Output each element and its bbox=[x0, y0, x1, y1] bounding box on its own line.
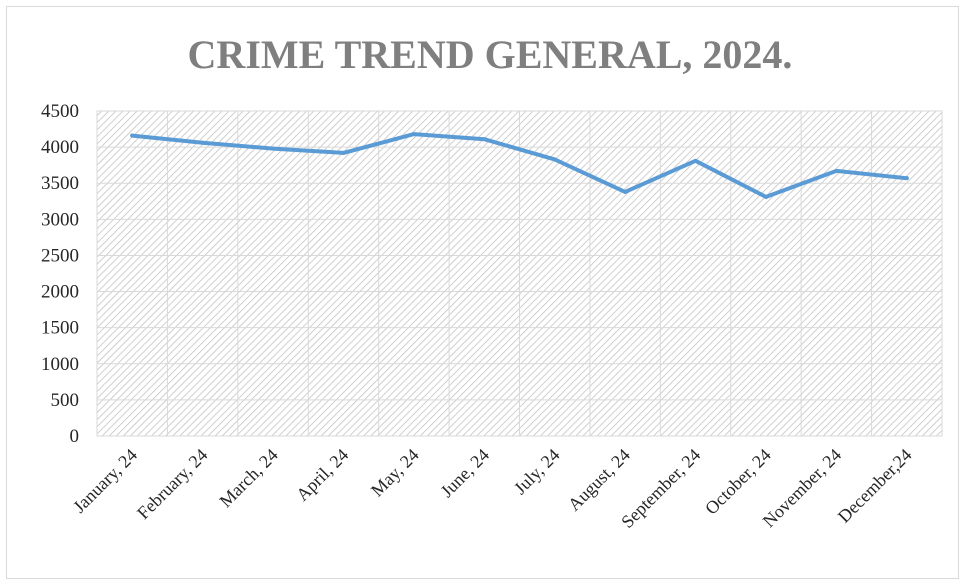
x-tick-label: March, 24 bbox=[215, 445, 281, 511]
x-tick-label: June, 24 bbox=[437, 445, 494, 502]
series-layer bbox=[130, 132, 909, 199]
x-tick-label: August, 24 bbox=[564, 445, 634, 515]
x-tick-label: February, 24 bbox=[133, 445, 211, 523]
data-point bbox=[763, 194, 768, 199]
y-tick-label: 4500 bbox=[41, 101, 79, 122]
data-point bbox=[623, 189, 628, 194]
data-point bbox=[411, 132, 416, 137]
y-tick-label: 0 bbox=[70, 426, 80, 447]
y-tick-label: 500 bbox=[51, 390, 80, 411]
x-tick-label: July, 24 bbox=[510, 445, 564, 499]
x-tick-label: January, 24 bbox=[69, 445, 141, 517]
data-point bbox=[341, 150, 346, 155]
x-tick-label: December,24 bbox=[834, 445, 916, 527]
data-point bbox=[271, 146, 276, 151]
y-tick-label: 4000 bbox=[41, 137, 79, 158]
x-tick-label: April, 24 bbox=[292, 445, 352, 505]
gridlines bbox=[96, 110, 943, 437]
data-point bbox=[904, 176, 909, 181]
y-tick-label: 2000 bbox=[41, 282, 79, 303]
y-tick-label: 3000 bbox=[41, 209, 79, 230]
data-point bbox=[552, 157, 557, 162]
y-tick-label: 1000 bbox=[41, 354, 79, 375]
data-point bbox=[482, 137, 487, 142]
series-line bbox=[130, 132, 909, 199]
y-tick-label: 2500 bbox=[41, 245, 79, 266]
data-point bbox=[834, 168, 839, 173]
data-point bbox=[200, 140, 205, 145]
y-tick-label: 3500 bbox=[41, 173, 79, 194]
y-axis-ticks: 0 500 1000 1500 2000 2500 3000 3500 4000 4500 bbox=[41, 101, 79, 447]
x-tick-label: October, 24 bbox=[701, 445, 775, 519]
data-point bbox=[693, 158, 698, 163]
data-point bbox=[130, 133, 135, 138]
y-tick-label: 1500 bbox=[41, 318, 79, 339]
chart-title: CRIME TREND GENERAL, 2024. bbox=[188, 32, 793, 77]
x-tick-label: May, 24 bbox=[367, 445, 423, 501]
